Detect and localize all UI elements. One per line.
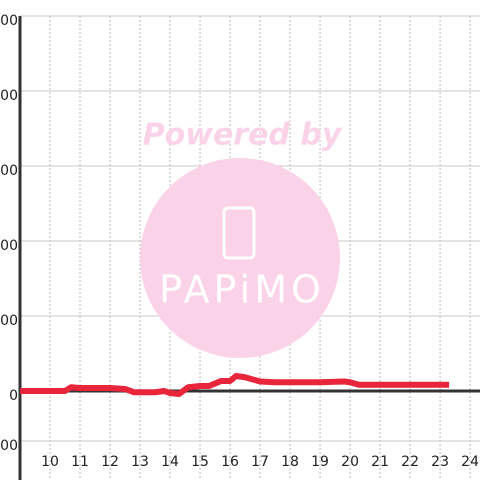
data-line (20, 373, 450, 397)
x-tick-label: 16 (221, 454, 239, 470)
x-tick-label: 20 (341, 454, 359, 470)
x-tick-label: 22 (401, 454, 419, 470)
y-tick-label: 90,000 (0, 163, 18, 179)
y-tick-label: 30,000 (0, 313, 18, 329)
y-tick-label: -20,000 (0, 438, 18, 454)
x-tick-label: 17 (251, 454, 269, 470)
y-tick-label: 120,000 (0, 88, 18, 104)
x-tick-label: 14 (161, 454, 179, 470)
x-tick-label: 11 (71, 454, 89, 470)
x-tick-label: 23 (431, 454, 449, 470)
x-tick-label: 13 (131, 454, 149, 470)
phone-icon (222, 206, 256, 260)
watermark-text: Powered by (143, 118, 343, 153)
x-tick-label: 18 (281, 454, 299, 470)
watermark-logo: PAPiMO (159, 268, 325, 312)
x-tick-label: 24 (461, 454, 479, 470)
watermark: Powered by PAPiMO (140, 118, 343, 358)
y-tick-label: 150,000 (0, 13, 18, 29)
x-tick-label: 19 (311, 454, 329, 470)
x-tick-label: 15 (191, 454, 209, 470)
x-tick-label: 21 (371, 454, 389, 470)
x-tick-label: 12 (101, 454, 119, 470)
y-tick-label: 60,000 (0, 238, 18, 254)
y-tick-label: 0 (9, 388, 18, 404)
x-tick-label: 10 (41, 454, 59, 470)
